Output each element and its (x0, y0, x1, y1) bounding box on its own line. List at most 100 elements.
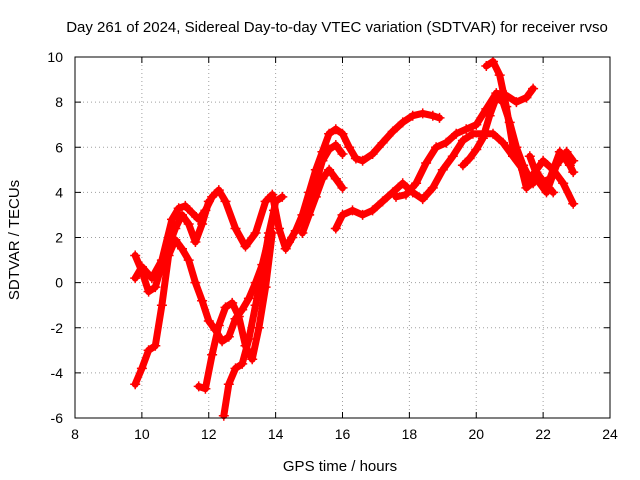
data-point-marker (534, 178, 545, 189)
data-point-marker (337, 149, 348, 159)
y-tick-label: -4 (51, 365, 64, 381)
data-point-marker (274, 223, 284, 234)
data-point-marker (541, 187, 552, 198)
data-point-marker (464, 153, 475, 164)
data-point-marker (330, 124, 341, 135)
data-point-marker (508, 142, 518, 153)
data-point-marker (427, 182, 438, 193)
data-point-marker (427, 110, 438, 121)
y-tick-label: 8 (55, 94, 63, 110)
series-arc-14 (528, 155, 579, 209)
data-point-marker (521, 92, 532, 103)
data-point-marker (528, 83, 539, 94)
x-tick-label: 20 (468, 426, 484, 442)
data-point-marker (267, 189, 278, 200)
data-point-marker (173, 203, 184, 214)
data-point-marker (317, 173, 328, 184)
data-point-marker (183, 219, 194, 229)
data-point-marker (407, 110, 418, 121)
data-point-marker (457, 160, 468, 171)
y-tick-label: 6 (55, 139, 63, 155)
data-point-marker (367, 149, 378, 159)
data-point-marker (304, 209, 315, 220)
data-point-marker (130, 379, 141, 390)
data-point-marker (197, 295, 208, 306)
series-arc-13 (524, 146, 579, 189)
data-point-marker (227, 297, 238, 308)
data-point-marker (491, 92, 502, 103)
data-point-marker (177, 209, 187, 220)
data-point-marker (269, 205, 279, 216)
x-tick-label: 14 (268, 426, 284, 442)
data-point-marker (270, 196, 281, 207)
x-tick-label: 12 (201, 426, 217, 442)
data-point-marker (218, 410, 229, 421)
chart-title: Day 261 of 2024, Sidereal Day-to-day VTE… (66, 19, 608, 36)
data-point-marker (143, 345, 154, 356)
data-point-marker (357, 209, 368, 220)
x-axis-label: GPS time / hours (283, 458, 397, 475)
data-point-marker (548, 164, 559, 175)
data-point-marker (263, 228, 274, 238)
data-point-marker (297, 228, 308, 238)
y-axis-label: SDTVAR / TECUs (6, 180, 23, 300)
data-point-marker (461, 124, 472, 135)
data-point-marker (401, 189, 411, 200)
data-point-marker (317, 155, 328, 166)
data-point-marker (193, 381, 204, 392)
data-point-marker (471, 144, 482, 155)
data-point-marker (477, 133, 488, 144)
x-tick-label: 10 (134, 426, 150, 442)
data-point-marker (136, 266, 147, 277)
data-point-marker (243, 293, 254, 304)
data-point-marker (568, 198, 579, 209)
data-point-marker (511, 97, 522, 108)
data-point-marker (481, 61, 492, 71)
data-point-marker (397, 178, 408, 189)
data-point-marker (130, 250, 141, 261)
series-group (130, 56, 579, 421)
data-point-marker (143, 286, 154, 297)
data-point-marker (564, 160, 575, 171)
data-point-marker (213, 185, 224, 196)
x-tick-label: 16 (335, 426, 351, 442)
series-band (131, 197, 213, 296)
data-point-marker (183, 255, 194, 266)
data-point-marker (357, 155, 368, 166)
data-point-marker (514, 155, 525, 166)
data-point-marker (544, 173, 555, 184)
data-point-marker (136, 363, 147, 374)
y-tick-label: -2 (51, 320, 64, 336)
data-point-marker (223, 379, 234, 390)
data-point-marker (447, 151, 458, 162)
data-point-marker (417, 194, 428, 205)
data-point-marker (156, 300, 167, 311)
data-point-marker (488, 56, 498, 67)
data-point-marker (501, 101, 512, 112)
data-point-marker (190, 237, 201, 247)
grid (75, 57, 610, 418)
data-point-marker (484, 110, 495, 121)
x-tick-label: 18 (402, 426, 418, 442)
series-band (305, 166, 346, 219)
data-point-marker (190, 277, 201, 288)
data-point-marker (330, 140, 341, 150)
x-tick-label: 22 (535, 426, 551, 442)
data-point-marker (367, 205, 378, 216)
data-point-marker (243, 334, 254, 344)
data-point-marker (177, 243, 187, 254)
data-point-marker (324, 164, 335, 175)
data-point-marker (170, 234, 181, 245)
x-tick-label: 24 (602, 426, 618, 442)
data-point-marker (150, 282, 161, 293)
data-point-marker (441, 137, 452, 148)
x-tick-label: 8 (71, 426, 79, 442)
data-point-marker (467, 128, 478, 139)
data-point-marker (250, 228, 261, 238)
data-point-marker (253, 322, 264, 333)
data-point-marker (397, 117, 408, 128)
data-point-marker (337, 128, 348, 139)
data-point-marker (207, 349, 218, 360)
data-point-marker (387, 126, 398, 137)
